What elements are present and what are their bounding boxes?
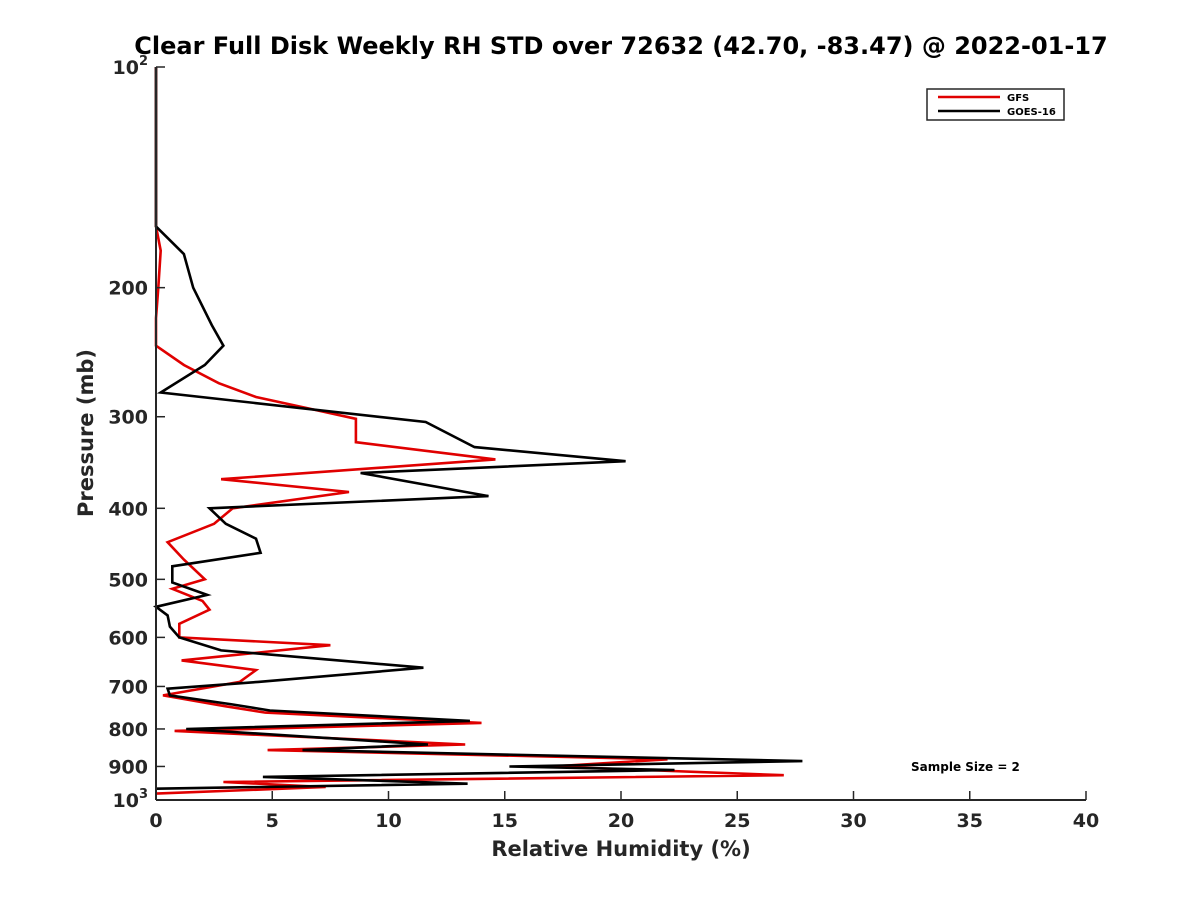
x-ticks: 0 5 10 15 20 25 30 35 40 [149, 791, 1099, 832]
series-layer [152, 67, 803, 795]
x-tick-label: 40 [1073, 810, 1099, 832]
y-tick-label: 400 [108, 498, 148, 520]
sample-size-annotation: Sample Size = 2 [911, 760, 1020, 774]
x-tick-label: 5 [266, 810, 279, 832]
legend-entry-gfs: GFS [1007, 93, 1029, 104]
x-tick-label: 20 [608, 810, 634, 832]
series-line-gfs [154, 67, 784, 795]
y-tick-label: 103 [113, 787, 149, 812]
legend: GFS GOES-16 [926, 88, 1065, 121]
y-axis-label: Pressure (mb) [74, 349, 98, 517]
y-ticks: 102 200 300 400 500 600 700 800 900 103 [108, 54, 165, 812]
y-tick-label: 700 [108, 676, 148, 698]
y-tick-label: 102 [113, 54, 149, 79]
y-tick-label: 600 [108, 627, 148, 649]
x-tick-label: 35 [957, 810, 983, 832]
y-tick-label: 200 [108, 278, 148, 300]
series-line-goes-16 [152, 67, 803, 790]
x-tick-label: 15 [492, 810, 518, 832]
legend-entry-goes16: GOES-16 [1007, 107, 1056, 118]
x-tick-label: 10 [375, 810, 401, 832]
y-tick-label: 900 [108, 756, 148, 778]
legend-box [926, 88, 1065, 121]
x-tick-label: 0 [149, 810, 162, 832]
y-tick-label: 500 [108, 569, 148, 591]
y-tick-label: 300 [108, 407, 148, 429]
x-tick-label: 25 [724, 810, 750, 832]
chart-title: Clear Full Disk Weekly RH STD over 72632… [134, 32, 1107, 60]
x-tick-label: 30 [840, 810, 866, 832]
y-tick-label: 800 [108, 719, 148, 741]
x-axis-label: Relative Humidity (%) [491, 837, 750, 861]
